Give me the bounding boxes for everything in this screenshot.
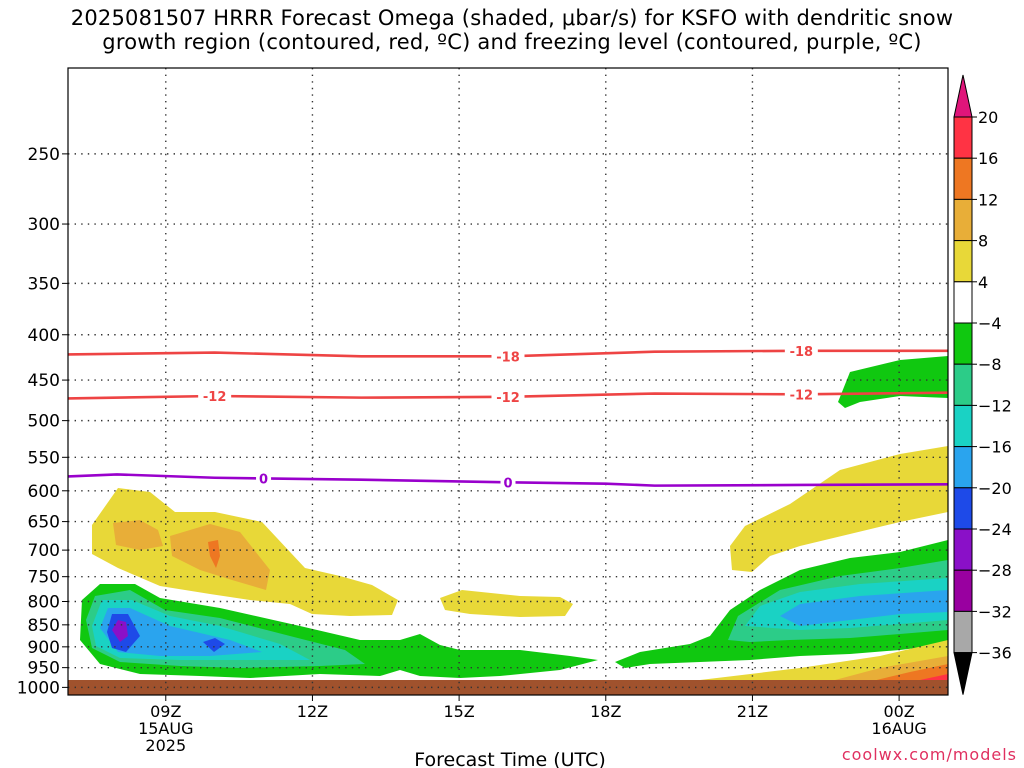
y-tick-label-500: 500: [28, 412, 60, 432]
colorbar-segment-7: [953, 404, 973, 448]
colorbar-label-6: −8: [978, 355, 1002, 374]
omega-negative-region-upper-right: [838, 356, 948, 408]
colorbar-segment-1: [953, 157, 973, 200]
y-tick-label-900: 900: [28, 638, 60, 658]
colorbar-segment-5: [953, 322, 973, 365]
colorbar: 20 16 12 8 4 −4 −8 −12 −16 −20 −24 −28 −32 −36: [953, 74, 1012, 695]
omega-positive-region-right: [730, 446, 948, 572]
colorbar-label-7: −12: [978, 396, 1012, 415]
y-tick-label-950: 950: [28, 659, 60, 679]
y-tick-label-250: 250: [28, 145, 60, 165]
x-tick-label-15AUG: 15AUG: [138, 719, 193, 738]
y-tick-label-400: 400: [28, 326, 60, 346]
colorbar-label-12: −32: [978, 602, 1012, 621]
x-tick-label-21Z: 21Z: [737, 702, 768, 721]
y-tick-label-700: 700: [28, 541, 60, 561]
colorbar-label-13: −36: [978, 644, 1012, 663]
contour-label--18: -18: [790, 345, 814, 360]
colorbar-segment-10: [953, 528, 973, 571]
terrain-strip: [68, 680, 948, 695]
contour-label-0: 0: [503, 476, 512, 491]
colorbar-segment-12: [953, 610, 973, 654]
gridlines: [68, 68, 948, 695]
omega-negative-region-left-24: [112, 620, 128, 642]
colorbar-label-2: 12: [978, 190, 998, 209]
x-tick-label-00Z: 00Z: [883, 702, 914, 721]
y-tick-label-850: 850: [28, 616, 60, 636]
x-tick-label-15Z: 15Z: [443, 702, 474, 721]
x-tick-label-12Z: 12Z: [297, 702, 328, 721]
colorbar-extend-top: [953, 74, 973, 118]
y-tick-label-550: 550: [28, 448, 60, 468]
contour-labels: -18 -18 -12 -12 -12 0 0: [198, 342, 818, 491]
watermark: coolwx.com/models: [842, 745, 1017, 764]
colorbar-segment-8: [953, 446, 973, 489]
colorbar-label-3: 8: [978, 232, 988, 251]
x-axis-label: Forecast Time (UTC): [414, 749, 605, 768]
colorbar-segment-4: [953, 281, 973, 324]
colorbar-segment-9: [953, 487, 973, 530]
shaded-omega-field: [68, 356, 948, 695]
x-tick-label-2025: 2025: [145, 736, 186, 755]
colorbar-label-5: −4: [978, 314, 1002, 333]
colorbar-label-11: −28: [978, 561, 1012, 580]
contour-label--12: -12: [203, 390, 227, 405]
plot-frame: [67, 67, 949, 696]
omega-positive-region-left-8: [113, 520, 163, 550]
omega-negative-region-right-16: [780, 590, 948, 626]
y-tick-label-650: 650: [28, 513, 60, 533]
y-tick-label-1000: 1000: [17, 678, 60, 698]
contour-label-bg--18: [491, 348, 525, 364]
contour-label-bg-0: [500, 474, 516, 490]
y-tick-label-450: 450: [28, 371, 60, 391]
y-tick-label-350: 350: [28, 274, 60, 294]
y-tick-label-800: 800: [28, 593, 60, 613]
contour-label-bg--12: [784, 386, 818, 402]
colorbar-segment-11: [953, 569, 973, 612]
colorbar-segment-3: [953, 240, 973, 283]
y-axis: 2503003504004505005506006507007508008509…: [17, 145, 68, 698]
colorbar-label-10: −24: [978, 520, 1012, 539]
contour-label-bg--18: [784, 342, 818, 358]
chart-title: 2025081507 HRRR Forecast Omega (shaded, …: [0, 6, 1024, 54]
contour-label-0: 0: [259, 472, 268, 487]
contour-label--18: -18: [496, 350, 520, 365]
contour-lines: [68, 349, 948, 487]
y-tick-label-300: 300: [28, 215, 60, 235]
contour-label--12: -12: [790, 388, 814, 403]
colorbar-label-9: −20: [978, 479, 1012, 498]
colorbar-label-8: −16: [978, 438, 1012, 457]
omega-positive-region-left-8b: [170, 524, 270, 590]
x-tick-label-18Z: 18Z: [590, 702, 621, 721]
omega-negative-region-left-20b: [203, 638, 225, 652]
y-tick-label-600: 600: [28, 482, 60, 502]
colorbar-extend-bottom: [953, 652, 973, 695]
x-tick-label-09Z: 09Z: [150, 702, 181, 721]
omega-positive-region-mid: [440, 590, 573, 617]
colorbar-label-1: 16: [978, 149, 998, 168]
contour-label-bg-0: [256, 470, 272, 486]
contour-label-bg--12: [491, 388, 525, 404]
colorbar-segment-6: [953, 363, 973, 406]
contour-label--12: -12: [496, 391, 520, 406]
colorbar-label-0: 20: [978, 108, 998, 127]
colorbar-segment-2: [953, 198, 973, 242]
title-line-1: 2025081507 HRRR Forecast Omega (shaded, …: [70, 6, 954, 30]
y-tick-label-750: 750: [28, 568, 60, 588]
omega-positive-region-left-12: [208, 540, 220, 568]
colorbar-label-4: 4: [978, 273, 988, 292]
contour-label-bg--12: [198, 387, 232, 403]
x-tick-label-16AUG: 16AUG: [871, 719, 926, 738]
colorbar-segment-0: [953, 116, 973, 159]
title-line-2: growth region (contoured, red, ºC) and f…: [102, 30, 922, 54]
